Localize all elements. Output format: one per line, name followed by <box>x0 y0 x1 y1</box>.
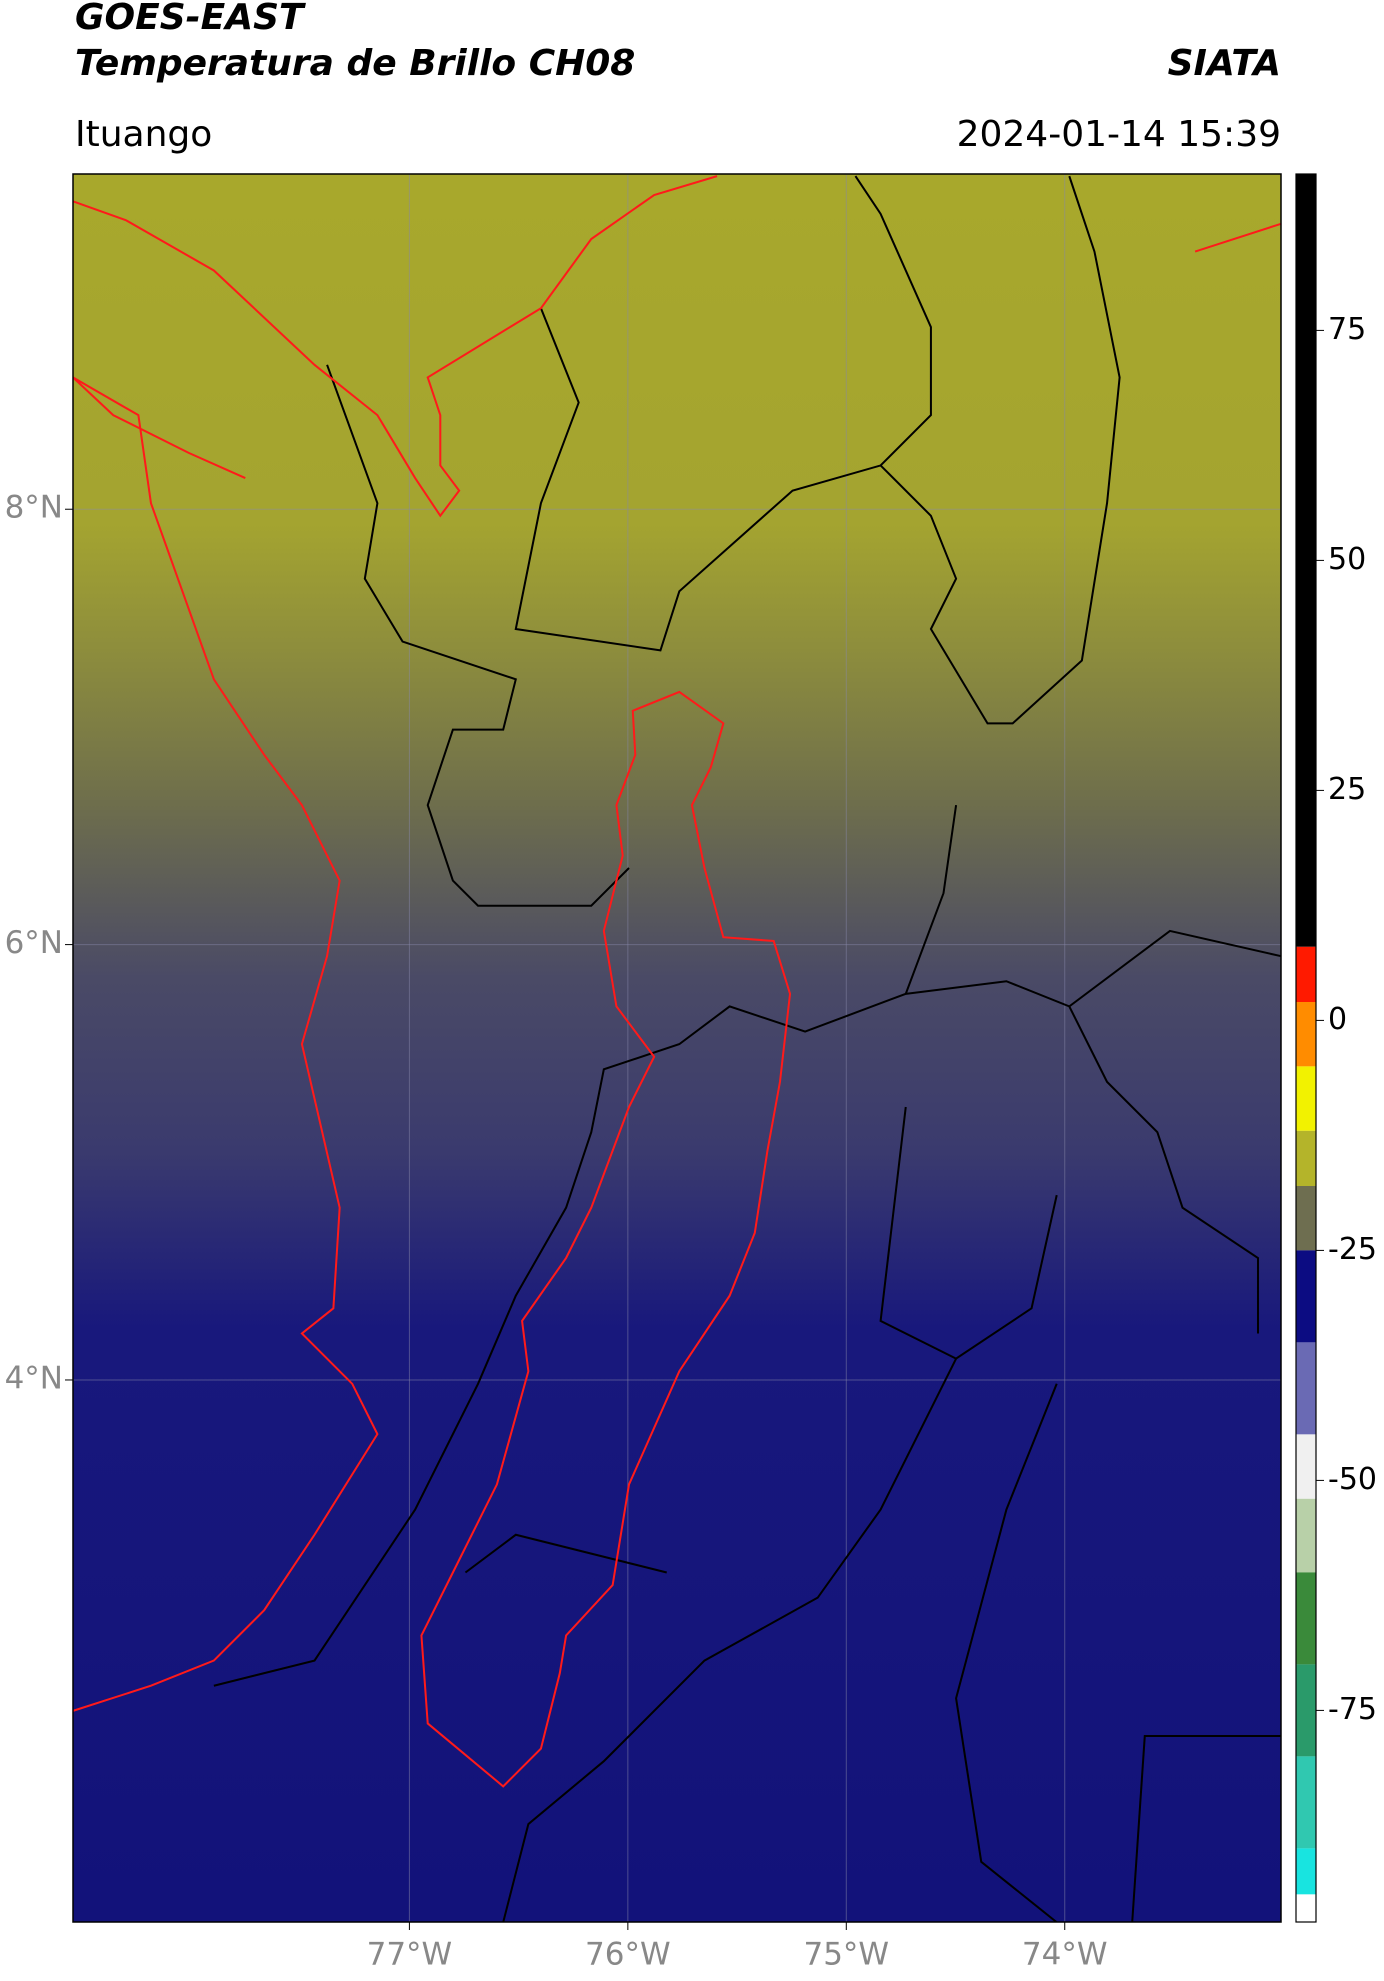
map-frame <box>72 173 1282 1923</box>
colorbar-band <box>1296 1756 1316 1849</box>
lon-tick-label: 74°W <box>1022 1937 1108 1973</box>
colorbar-band <box>1296 1848 1316 1895</box>
lon-tick-label: 77°W <box>367 1937 453 1973</box>
colorbar-band <box>1296 1186 1316 1251</box>
colorbar-band <box>1296 1434 1316 1499</box>
outlines <box>73 175 1281 1922</box>
lat-tick-label: 6°N <box>5 925 63 961</box>
colorbar-frame <box>1295 173 1317 1923</box>
map-area <box>73 174 1281 1922</box>
colorbar-band <box>1296 1130 1316 1186</box>
colorbar-tick-label: -75 <box>1328 1692 1377 1727</box>
source: SIATA <box>1168 43 1281 84</box>
colorbar-band <box>1296 174 1316 947</box>
lat-tick-label: 8°N <box>5 490 63 526</box>
colorbar-tick-label: -25 <box>1328 1232 1377 1267</box>
colorbar <box>1296 174 1316 1922</box>
colorbar-tick-label: 50 <box>1328 542 1366 577</box>
location: Ituango <box>75 114 212 155</box>
colorbar-band <box>1296 1498 1316 1573</box>
colorbar-band <box>1296 1250 1316 1343</box>
colorbar-band <box>1296 946 1316 1002</box>
colorbar-band <box>1296 1572 1316 1665</box>
lon-tick-label: 76°W <box>585 1937 671 1973</box>
colorbar-band <box>1296 1342 1316 1435</box>
map-background <box>73 174 1281 1922</box>
title: GOES-EAST <box>75 0 306 38</box>
colorbar-band <box>1296 1002 1316 1067</box>
colorbar-tick-label: 0 <box>1328 1002 1347 1037</box>
lon-tick-label: 75°W <box>803 1937 889 1973</box>
colorbar-band <box>1296 1664 1316 1757</box>
timestamp: 2024-01-14 15:39 <box>957 114 1281 155</box>
colorbar-band <box>1296 1894 1316 1922</box>
subtitle: Temperatura de Brillo CH08 <box>75 43 635 84</box>
colorbar-tick-label: 75 <box>1328 312 1366 347</box>
colorbar-tick-label: -50 <box>1328 1462 1377 1497</box>
lat-tick-label: 4°N <box>5 1360 63 1396</box>
colorbar-tick-label: 25 <box>1328 772 1366 807</box>
graticule <box>73 174 1281 1922</box>
colorbar-band <box>1296 1066 1316 1131</box>
